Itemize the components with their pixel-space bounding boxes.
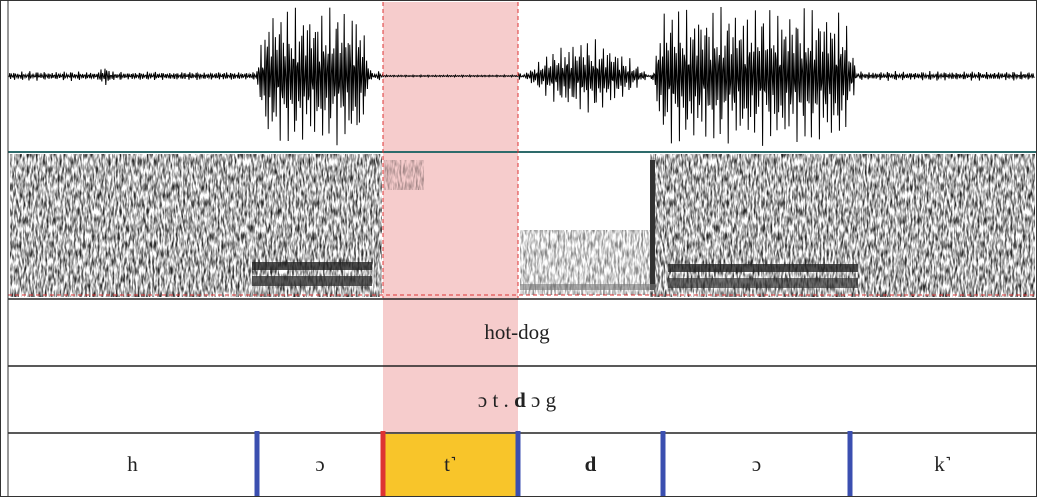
syllable-label: ɔ t . d ɔ g — [478, 388, 557, 412]
segment-label: d — [585, 452, 597, 476]
segment-tier: h ɔ t˺ d ɔ k˺ — [127, 431, 952, 497]
formant-band — [252, 262, 372, 270]
formant-band — [252, 276, 372, 286]
segment-label: k˺ — [934, 452, 952, 476]
segment-label: ɔ — [315, 452, 324, 476]
syllable-part: ɔ t . — [478, 388, 509, 412]
spectrogram-region — [10, 154, 382, 297]
formant-band — [668, 264, 858, 272]
waveform — [8, 6, 1035, 146]
syllable-part: d — [514, 388, 526, 412]
voice-bar — [520, 284, 655, 290]
spectrogram-region — [384, 160, 424, 190]
word-label: hot-dog — [484, 320, 550, 344]
formant-band — [668, 278, 858, 288]
spectrogram-region — [650, 154, 1035, 297]
segment-label: ɔ — [752, 452, 761, 476]
selected-segment[interactable] — [384, 434, 518, 497]
spectrogram — [10, 154, 1035, 297]
segment-label: h — [127, 452, 138, 476]
syllable-part: ɔ g — [531, 388, 557, 412]
segment-label: t˺ — [444, 452, 457, 476]
selection[interactable] — [383, 2, 518, 433]
burst — [650, 160, 655, 290]
